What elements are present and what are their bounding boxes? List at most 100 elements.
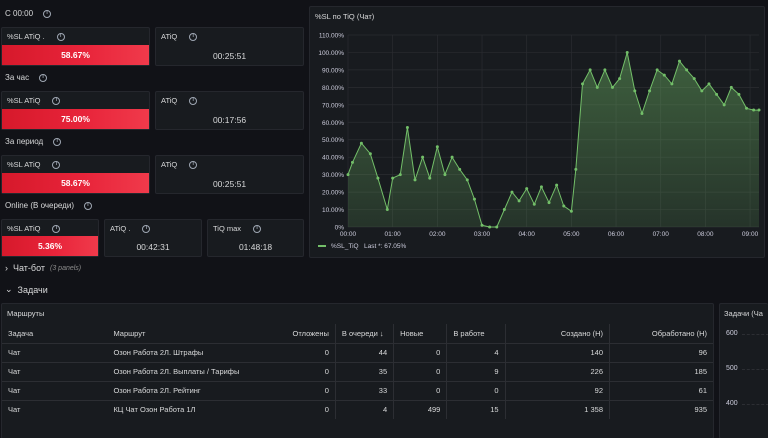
table-cell: Озон Работа 2Л. Рейтинг	[107, 380, 279, 400]
data-point	[595, 85, 599, 89]
y-tick-label: 90.00%	[322, 67, 344, 74]
table-cell: 4	[335, 399, 395, 419]
table-cell: 499	[393, 399, 448, 419]
data-point	[458, 167, 462, 171]
data-point	[555, 183, 559, 187]
data-point	[421, 155, 425, 159]
routes-table: Задача Маршрут Отложены В очереди ↓ Новы…	[2, 324, 713, 419]
data-point	[539, 185, 543, 189]
legend-swatch	[318, 245, 326, 247]
table-row[interactable]: Чат Озон Работа 2Л. Выплаты / Тарифы 0 35 0 9…	[2, 361, 713, 381]
column-header[interactable]: Обработано (Н)	[651, 328, 707, 338]
data-point	[532, 202, 536, 206]
info-icon[interactable]: i	[142, 224, 151, 233]
y-tick-label: 20.00%	[322, 190, 344, 197]
column-header[interactable]: В работе	[446, 324, 506, 343]
table-cell: 140	[505, 342, 611, 362]
table-cell: 1 358	[505, 399, 611, 419]
routes-table-wrap: Задача Маршрут Отложены В очереди ↓ Новы…	[2, 324, 713, 419]
y-tick-label: 50.00%	[322, 137, 344, 144]
data-point	[715, 92, 719, 96]
column-header[interactable]: Отложены	[278, 324, 336, 343]
data-point	[346, 173, 350, 177]
info-icon[interactable]: i	[189, 160, 198, 169]
table-cell: 0	[446, 380, 506, 400]
info-icon[interactable]: i	[53, 137, 62, 146]
data-point	[428, 176, 432, 180]
panel-title: %SL ATiQ i	[7, 224, 61, 233]
data-point	[729, 85, 733, 89]
data-point	[700, 89, 704, 93]
data-point	[385, 208, 389, 212]
tasks-chat-chart-panel[interactable]: Задачи (Ча 600 500 400	[719, 303, 768, 438]
stat-atiq-period[interactable]: ATiQ i 00:25:51	[155, 155, 304, 194]
column-header[interactable]: Маршрут	[113, 328, 146, 338]
table-cell: 935	[609, 399, 713, 419]
table-row[interactable]: Чат Озон Работа 2Л. Штрафы 0 44 0 4 140 96	[2, 342, 713, 362]
gridline	[742, 334, 768, 335]
routes-panel[interactable]: Маршруты Задача Маршрут Отложены В очере…	[1, 303, 714, 438]
row-label-period: За период i	[5, 137, 62, 146]
info-icon[interactable]: i	[189, 32, 198, 41]
data-point	[692, 77, 696, 81]
column-header[interactable]: Новые	[393, 324, 448, 343]
table-cell: 185	[609, 361, 713, 381]
data-point	[472, 197, 476, 201]
stat-tiqmax-online[interactable]: TiQ max i 01:48:18	[207, 219, 304, 257]
data-point	[722, 103, 726, 107]
info-icon[interactable]: i	[189, 96, 198, 105]
row-tasks[interactable]: ⌄ Задачи	[5, 284, 48, 295]
stat-sl-c0000[interactable]: %SL ATiQ .i 58.67%	[1, 27, 150, 66]
row-label-hour: За час i	[5, 73, 48, 82]
info-icon[interactable]: i	[253, 224, 262, 233]
sl-tiq-chart-panel[interactable]: %SL по TiQ (Чат) 0% 10.00% 20.00% 30.00% 40.…	[309, 6, 765, 258]
info-icon[interactable]: i	[39, 73, 48, 82]
stat-atiq-hour[interactable]: ATiQ i 00:17:56	[155, 91, 304, 130]
y-tick-label: 70.00%	[322, 102, 344, 109]
data-point	[510, 190, 514, 194]
data-point	[670, 82, 674, 86]
data-point	[488, 225, 492, 229]
row-label-online: Online (В очереди) i	[5, 201, 92, 210]
stat-atiq-online[interactable]: ATiQ .i 00:42:31	[104, 219, 202, 257]
y-tick-label: 10.00%	[322, 207, 344, 214]
chevron-down-icon: ⌄	[5, 284, 13, 294]
info-icon[interactable]: i	[52, 160, 61, 169]
column-header[interactable]: Создано (Н)	[505, 324, 611, 343]
y-tick-label: 400	[726, 400, 738, 407]
stat-atiq-c0000[interactable]: ATiQ i 00:25:51	[155, 27, 304, 66]
x-tick-label: 08:00	[697, 231, 714, 238]
stat-sl-period[interactable]: %SL ATiQ i 58.67%	[1, 155, 150, 194]
table-cell: Чат	[2, 342, 108, 362]
info-icon[interactable]: i	[52, 224, 61, 233]
stat-value: 75.00%	[2, 109, 149, 129]
column-header[interactable]: В очереди ↓	[335, 324, 395, 343]
panel-title: ATiQ i	[161, 32, 198, 41]
data-point	[562, 204, 566, 208]
stat-value: 01:48:18	[238, 242, 273, 252]
panel-title: ATiQ i	[161, 160, 198, 169]
row-chat-bot[interactable]: › Чат-бот (3 panels)	[5, 263, 81, 273]
panel-title: TiQ max i	[213, 224, 262, 233]
info-icon[interactable]: i	[83, 201, 92, 210]
row-label-text: За период	[5, 137, 44, 146]
info-icon[interactable]: i	[56, 32, 65, 41]
stat-sl-online[interactable]: %SL ATiQ i 5.36%	[1, 219, 99, 257]
table-cell: 0	[278, 342, 336, 362]
info-icon[interactable]: i	[52, 96, 61, 105]
column-header[interactable]: Задача	[8, 328, 34, 338]
table-cell: 96	[609, 342, 713, 362]
table-row[interactable]: Чат КЦ Чат Озон Работа 1Л 0 4 499 15 1 358 935	[2, 399, 713, 419]
stat-value: 5.36%	[2, 236, 98, 256]
data-point	[640, 112, 644, 116]
x-tick-label: 01:00	[385, 231, 402, 238]
legend-series-name: %SL_TiQ	[331, 243, 359, 250]
table-row[interactable]: Чат Озон Работа 2Л. Рейтинг 0 33 0 0 92 61	[2, 380, 713, 400]
panel-title: ATiQ i	[161, 96, 198, 105]
data-point	[625, 50, 629, 54]
info-icon[interactable]: i	[43, 9, 52, 18]
panel-title: %SL ATiQ i	[7, 160, 61, 169]
stat-value: 58.67%	[2, 173, 149, 193]
stat-sl-hour[interactable]: %SL ATiQ i 75.00%	[1, 91, 150, 130]
panel-title: ATiQ .i	[110, 224, 151, 233]
